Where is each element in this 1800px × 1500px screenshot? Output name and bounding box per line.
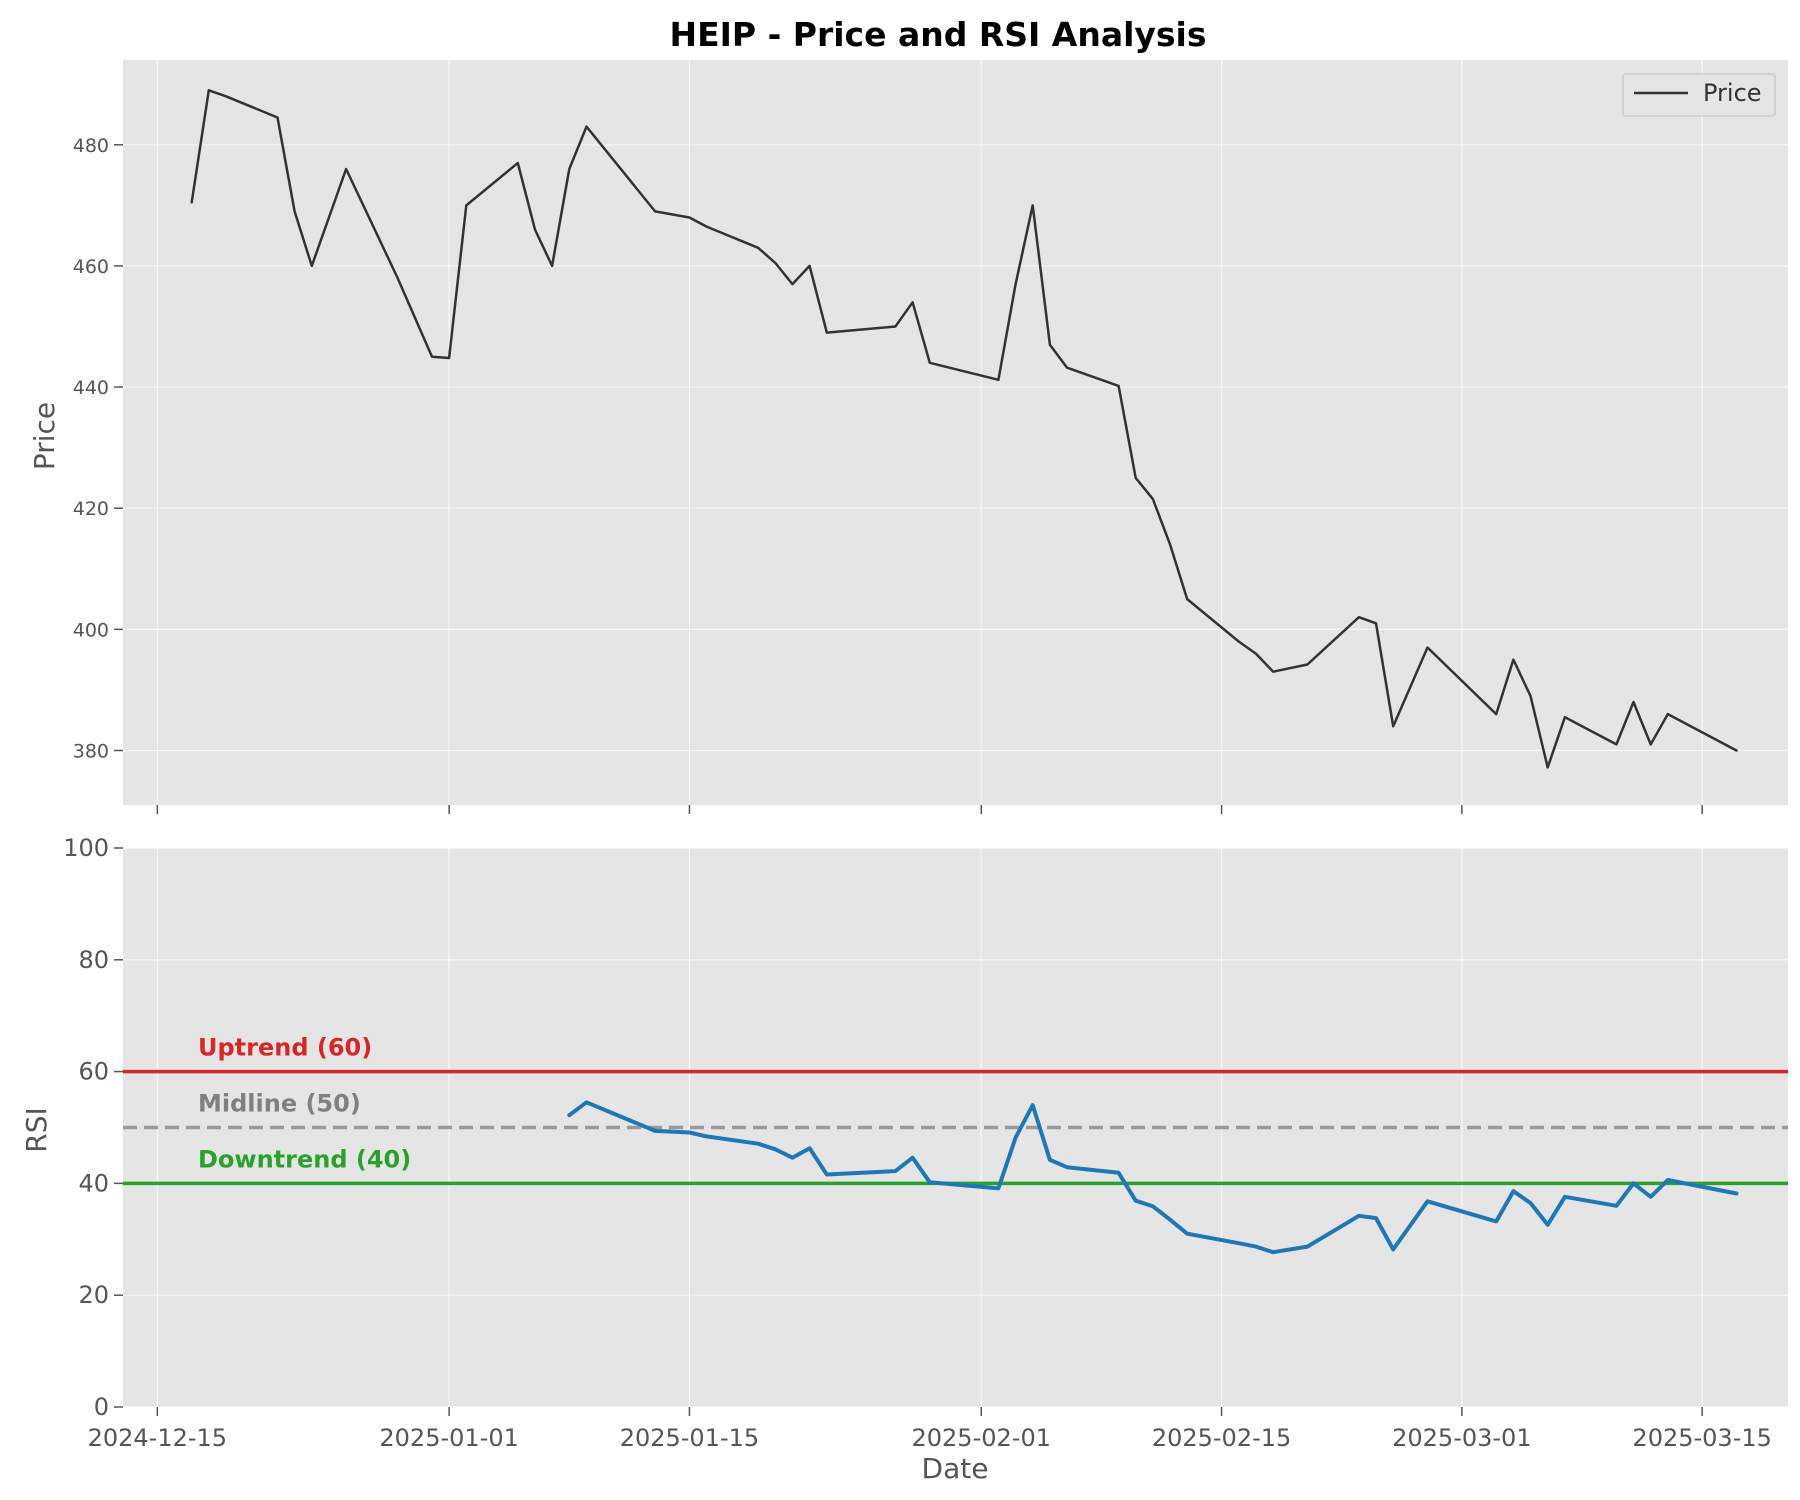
price-y-tick-label: 440 [73,377,109,399]
price-y-tick-label: 480 [73,135,109,157]
legend-box [1622,73,1776,117]
rsi-x-ticks: 2024-12-15 2025-01-01 2025-01-15 2025-02-01… [88,1407,1772,1452]
price-y-ticks: 380 400 420 440 460 480 [73,135,123,762]
price-y-tick-label: 420 [73,498,109,520]
rsi-y-tick-label: 60 [78,1058,109,1086]
rsi-series [567,1100,1739,1255]
rsi-x-tick-label: 2025-03-15 [1632,1424,1771,1452]
rsi-ref-label: Uptrend (60) [198,1034,372,1062]
rsi-reference-lines: Uptrend (60) Midline (50) Downtrend (40) [123,1034,1788,1186]
rsi-x-tick-label: 2025-02-15 [1152,1424,1291,1452]
rsi-ref-label: Downtrend (40) [198,1145,411,1173]
rsi-x-tick-label: 2025-02-01 [912,1424,1051,1452]
legend-price-label: Price [1703,79,1762,107]
rsi-y-tick-label: 80 [78,946,109,974]
price-y-tick-label: 380 [73,740,109,762]
rsi-x-tick-label: 2025-03-01 [1392,1424,1531,1452]
x-axis-label: Date [922,1452,989,1485]
price-series [190,89,1738,769]
rsi-ref-label: Midline (50) [198,1090,361,1118]
rsi-x-tick-label: 2024-12-15 [88,1424,227,1452]
rsi-y-tick-label: 40 [78,1169,109,1197]
price-panel-background [123,60,1788,805]
chart-title: HEIP - Price and RSI Analysis [669,15,1206,54]
rsi-x-tick-label: 2025-01-15 [620,1424,759,1452]
price-y-tick-label: 400 [73,619,109,641]
price-legend: Price [1622,73,1776,117]
rsi-panel: 0 20 40 60 80 100 2024-12-15 2025-01-01 2025-01… [20,834,1788,1485]
price-y-tick-label: 460 [73,256,109,278]
price-grid [123,60,1788,805]
rsi-y-ticks: 0 20 40 60 80 100 [63,834,123,1421]
rsi-y-tick-label: 0 [94,1393,109,1421]
price-y-axis-label: Price [28,402,61,470]
rsi-x-tick-label: 2025-01-01 [379,1424,518,1452]
price-panel: 380 400 420 440 460 480 Price Price [28,60,1788,814]
price-x-ticks [156,805,1703,814]
rsi-y-axis-label: RSI [20,1107,53,1153]
rsi-y-tick-label: 100 [63,834,109,862]
rsi-y-tick-label: 20 [78,1281,109,1309]
